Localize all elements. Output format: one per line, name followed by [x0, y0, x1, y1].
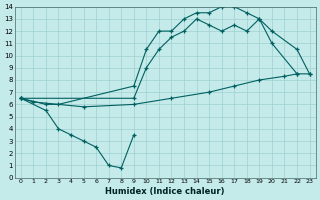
- X-axis label: Humidex (Indice chaleur): Humidex (Indice chaleur): [106, 187, 225, 196]
